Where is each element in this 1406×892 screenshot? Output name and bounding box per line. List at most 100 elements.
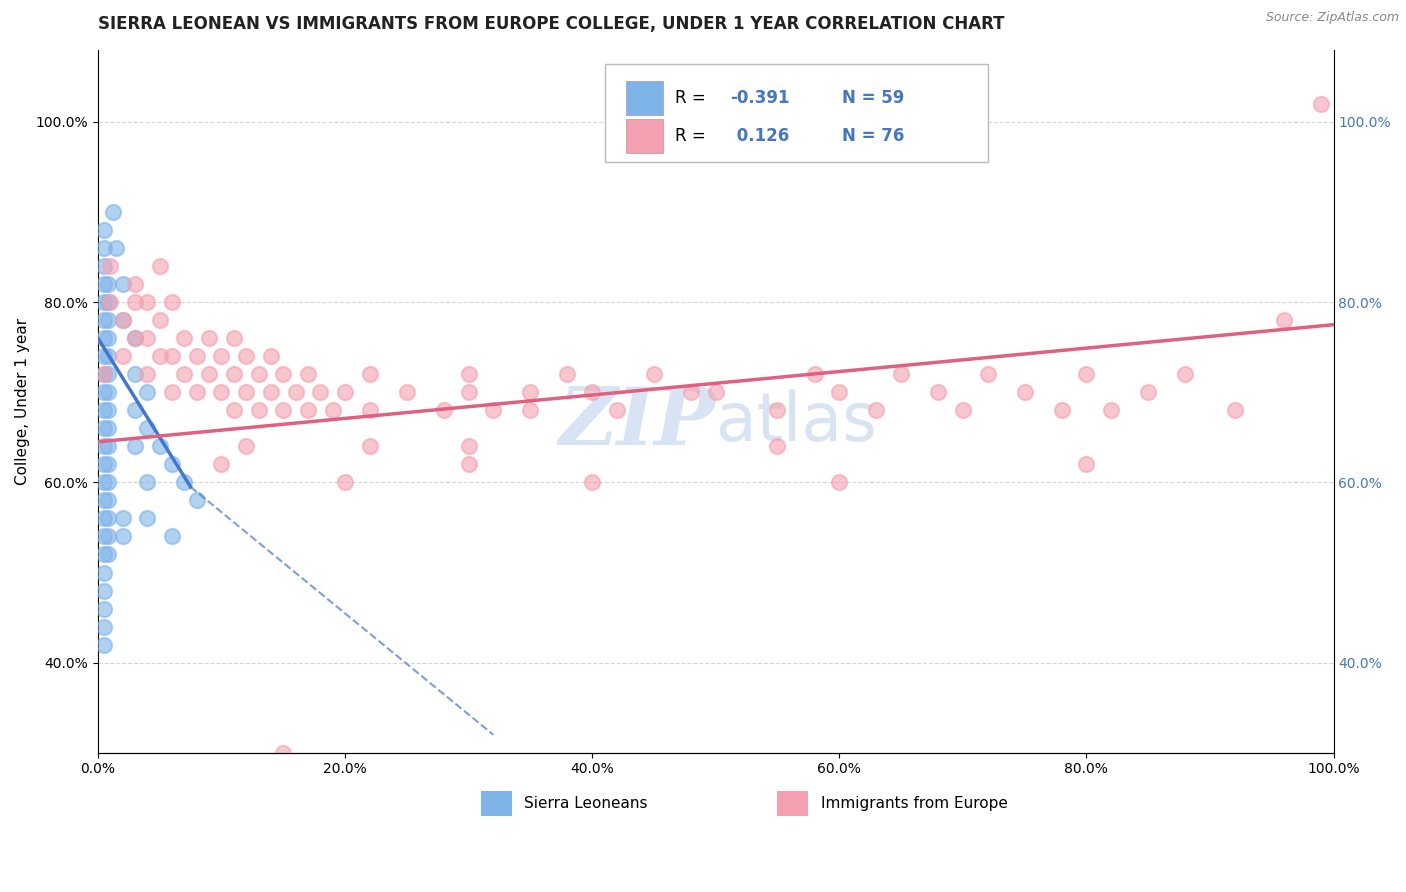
Point <box>271 368 294 382</box>
Point <box>359 439 381 453</box>
Text: SIERRA LEONEAN VS IMMIGRANTS FROM EUROPE COLLEGE, UNDER 1 YEAR CORRELATION CHART: SIERRA LEONEAN VS IMMIGRANTS FROM EUROPE… <box>98 15 1004 33</box>
Point <box>1137 385 1160 400</box>
Point <box>803 368 825 382</box>
Point <box>519 403 541 417</box>
Point <box>395 385 418 400</box>
Point <box>124 403 146 417</box>
Point <box>149 439 172 453</box>
Point <box>97 529 120 543</box>
Point <box>149 313 172 327</box>
Point <box>865 403 887 417</box>
Bar <box>626 120 662 153</box>
Text: N = 76: N = 76 <box>842 128 904 145</box>
Point <box>457 458 479 472</box>
Point <box>211 385 233 400</box>
Point <box>136 368 159 382</box>
Point <box>606 403 628 417</box>
Y-axis label: College, Under 1 year: College, Under 1 year <box>15 318 30 485</box>
Point <box>111 511 134 525</box>
Point <box>260 385 283 400</box>
Point <box>98 259 121 273</box>
Point <box>828 385 851 400</box>
Point <box>124 439 146 453</box>
Bar <box>778 791 808 816</box>
Text: atlas: atlas <box>716 390 876 456</box>
Point <box>186 385 208 400</box>
Point <box>247 368 270 382</box>
Text: 0.126: 0.126 <box>731 128 789 145</box>
Point <box>1014 385 1036 400</box>
Point <box>271 746 294 760</box>
Point <box>93 241 115 255</box>
Point <box>97 331 120 345</box>
Point <box>198 368 221 382</box>
Point <box>1050 403 1073 417</box>
Point <box>581 385 603 400</box>
Point <box>93 638 115 652</box>
Point <box>1099 403 1122 417</box>
Point <box>222 403 245 417</box>
Point <box>235 439 257 453</box>
Point <box>1076 368 1098 382</box>
Point <box>173 331 195 345</box>
Point <box>97 475 120 490</box>
Point <box>160 385 183 400</box>
Bar <box>626 81 662 115</box>
Point <box>93 439 115 453</box>
Point <box>160 349 183 363</box>
Point <box>101 205 124 219</box>
Point <box>457 439 479 453</box>
Point <box>97 295 120 310</box>
Point <box>97 421 120 435</box>
FancyBboxPatch shape <box>605 64 987 162</box>
Point <box>309 385 332 400</box>
Point <box>97 313 120 327</box>
Point <box>173 475 195 490</box>
Point <box>124 331 146 345</box>
Point <box>359 403 381 417</box>
Point <box>124 331 146 345</box>
Point <box>93 583 115 598</box>
Point <box>124 277 146 292</box>
Point <box>519 385 541 400</box>
Point <box>890 368 912 382</box>
Point <box>136 421 159 435</box>
Point <box>124 295 146 310</box>
Point <box>111 349 134 363</box>
Text: Sierra Leoneans: Sierra Leoneans <box>524 796 648 811</box>
Text: N = 59: N = 59 <box>842 89 904 107</box>
Point <box>93 385 115 400</box>
Point <box>1310 96 1333 111</box>
Point <box>93 403 115 417</box>
Point <box>93 259 115 273</box>
Point <box>433 403 456 417</box>
Point <box>97 349 120 363</box>
Point <box>333 385 356 400</box>
Point <box>93 566 115 580</box>
Point <box>766 403 789 417</box>
Point <box>93 475 115 490</box>
Point <box>93 368 115 382</box>
Point <box>581 475 603 490</box>
Point <box>149 259 172 273</box>
Point <box>93 223 115 237</box>
Point <box>136 475 159 490</box>
Point <box>927 385 949 400</box>
Point <box>105 241 128 255</box>
Text: -0.391: -0.391 <box>731 89 790 107</box>
Text: Source: ZipAtlas.com: Source: ZipAtlas.com <box>1265 11 1399 24</box>
Point <box>111 313 134 327</box>
Point <box>186 349 208 363</box>
Point <box>222 331 245 345</box>
Point <box>271 403 294 417</box>
Point <box>359 368 381 382</box>
Point <box>93 493 115 508</box>
Text: R =: R = <box>675 89 711 107</box>
Point <box>93 277 115 292</box>
Point <box>1272 313 1295 327</box>
Point <box>457 368 479 382</box>
Point <box>97 511 120 525</box>
Point <box>97 458 120 472</box>
Point <box>97 385 120 400</box>
Point <box>93 313 115 327</box>
